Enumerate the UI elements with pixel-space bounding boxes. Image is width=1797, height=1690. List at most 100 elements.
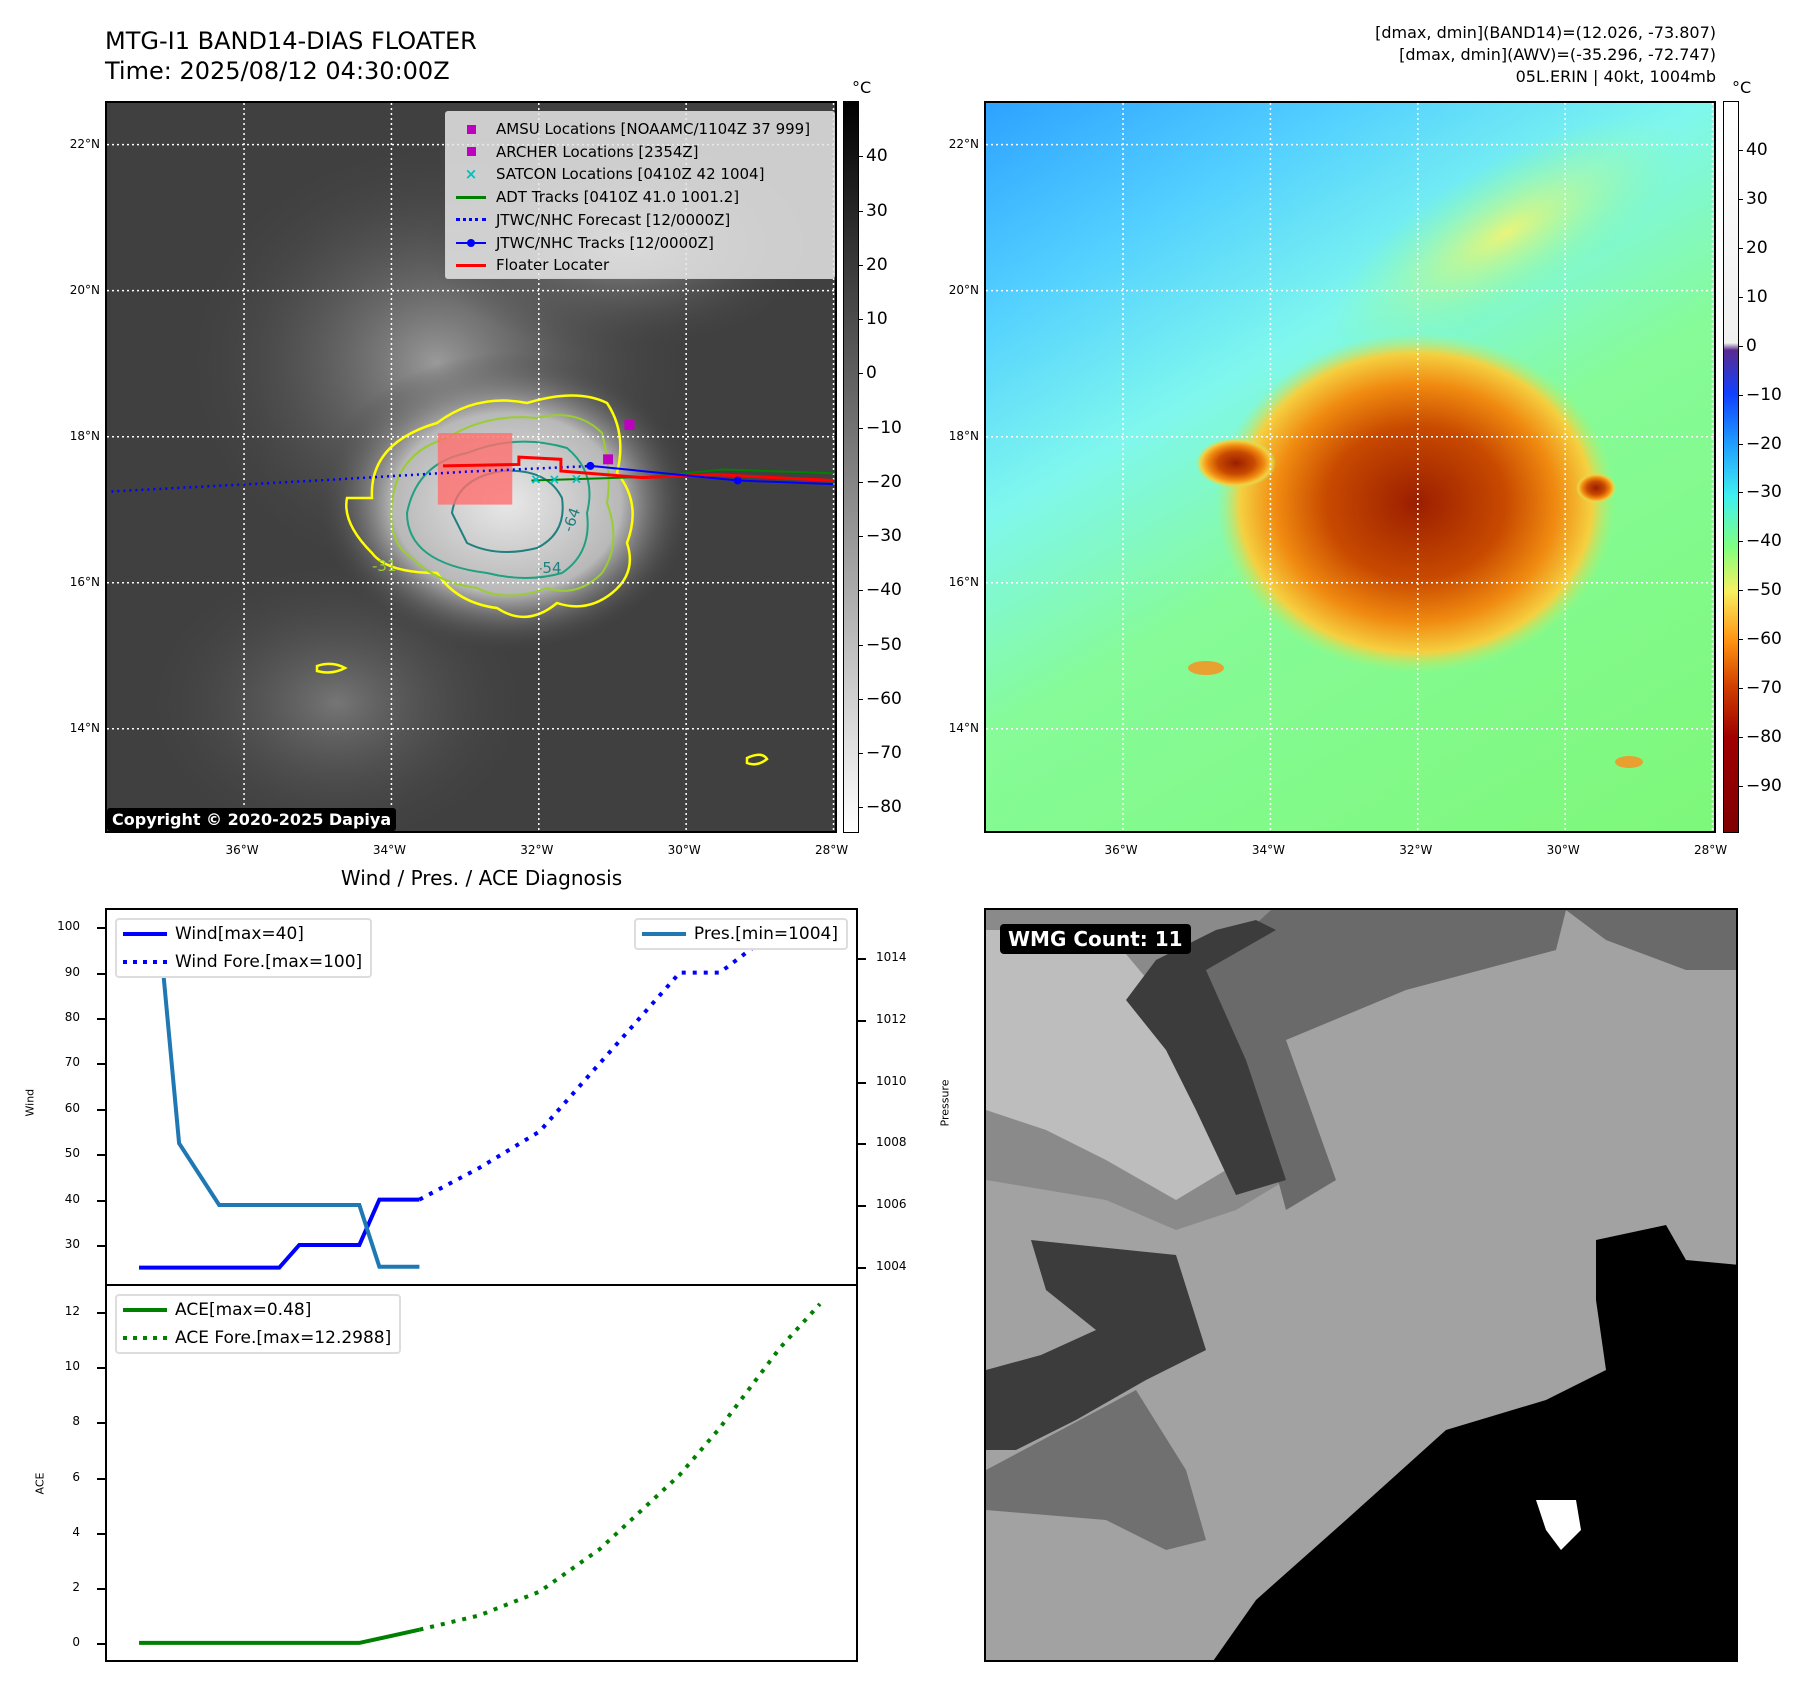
- legend-label: JTWC/NHC Forecast [12/0000Z]: [496, 210, 731, 229]
- colorbar-tick: [858, 644, 863, 646]
- colorbar-tick-label: 0: [866, 363, 877, 384]
- ir-color-map: [984, 101, 1716, 833]
- colorbar-tick-label: −60: [1746, 629, 1782, 649]
- colorbar-tick: [1738, 541, 1743, 543]
- lat-label: 14°N: [948, 720, 979, 735]
- contour-small-1: [315, 662, 348, 674]
- colorbar-tick-label: −90: [1746, 775, 1782, 796]
- wmg-count-badge: WMG Count: 11: [1000, 924, 1191, 954]
- lon-label: 28°W: [1693, 843, 1728, 857]
- y2-tick-label: 1014: [876, 950, 907, 965]
- y-tick-label: 2: [72, 1579, 80, 1594]
- y-tick: [97, 972, 105, 975]
- lat-label: 22°N: [69, 136, 100, 151]
- colorbar-tick-label: 10: [1746, 286, 1768, 307]
- adt-track: [531, 468, 834, 482]
- series-line-0: [139, 1627, 420, 1645]
- y-tick: [97, 1312, 105, 1315]
- colorbar-tick-label: −70: [1746, 677, 1782, 698]
- colorbar-tick: [858, 264, 863, 266]
- info-block: [dmax, dmin](BAND14)=(12.026, -73.807) […: [1375, 22, 1716, 88]
- colorbar-tick: [1738, 394, 1743, 396]
- colorbar-tick-label: −40: [1746, 531, 1782, 552]
- contour-small-2: [745, 753, 769, 766]
- legend-item: ADT Tracks [0410Z 41.0 1001.2]: [454, 186, 739, 208]
- wmg-imagery: [986, 910, 1736, 1660]
- y2-tick: [858, 1266, 866, 1269]
- satcon-marker: ×: [530, 472, 542, 488]
- series-line-1: [418, 1302, 822, 1632]
- ace-plot: [138, 1302, 822, 1645]
- colorbar-tick-label: −50: [866, 634, 902, 655]
- info-storm: 05L.ERIN | 40kt, 1004mb: [1515, 67, 1716, 86]
- y-tick-label: 8: [72, 1414, 80, 1429]
- y-tick: [97, 1532, 105, 1535]
- title-line-2: Time: 2025/08/12 04:30:00Z: [105, 57, 450, 85]
- colorbar-unit: °C: [1732, 78, 1752, 97]
- y2-tick-label: 1006: [876, 1197, 907, 1211]
- colorbar-tick: [1738, 443, 1743, 445]
- contour-label: -54: [537, 559, 562, 577]
- y2-tick-label: 1008: [876, 1135, 907, 1150]
- y2-tick: [858, 1143, 866, 1146]
- colorbar-tick: [858, 427, 863, 429]
- lon-label: 36°W: [225, 843, 259, 857]
- lon-label: 30°W: [1546, 843, 1580, 857]
- color-imagery: [986, 103, 1714, 831]
- y2-tick: [858, 1081, 866, 1084]
- y-tick: [97, 1367, 105, 1370]
- colorbar-tick-label: −40: [866, 580, 902, 601]
- colorbar-tick-label: 20: [866, 254, 888, 275]
- colorbar-tick-label: −20: [1746, 433, 1782, 454]
- wind-legend: Wind[max=40] Wind Fore.[max=100]: [115, 918, 373, 978]
- legend-label: ARCHER Locations [2354Z]: [496, 142, 699, 161]
- y-tick-label: 80: [64, 1010, 80, 1025]
- legend-item: × SATCON Locations [0410Z 42 1004]: [454, 163, 765, 185]
- colorbar-tick: [858, 373, 863, 375]
- location-marker: [624, 420, 635, 431]
- colorbar-tick-label: −30: [1746, 482, 1782, 503]
- y-tick-label: 30: [64, 1236, 80, 1251]
- legend-marker-icon: [454, 147, 488, 157]
- y-tick: [97, 1018, 105, 1021]
- y2-tick-label: 1012: [876, 1011, 907, 1026]
- colorbar-tick-label: −20: [866, 471, 902, 492]
- y-tick: [97, 1108, 105, 1111]
- colorbar-tick-label: −30: [866, 526, 902, 547]
- lat-label: 16°N: [69, 574, 100, 589]
- colorbar-tick: [858, 753, 863, 755]
- legend-label: Wind[max=40]: [175, 924, 304, 944]
- legend-label: ACE Fore.[max=12.2988]: [175, 1328, 392, 1348]
- legend-swatch-wind-forecast: [123, 960, 167, 964]
- colorbar-tick: [858, 536, 863, 538]
- satcon-marker: ×: [571, 471, 583, 487]
- legend-marker-icon: ×: [464, 165, 478, 184]
- map-legend: AMSU Locations [NOAAMC/1104Z 37 999] ARCH…: [445, 111, 835, 279]
- y2-tick-label: 1010: [876, 1073, 907, 1088]
- colorbar-tick-label: −70: [866, 743, 902, 764]
- colorbar-tick-label: 40: [866, 146, 888, 167]
- colorbar-tick: [858, 210, 863, 212]
- colorbar-tick: [858, 807, 863, 809]
- colorbar-tick: [1738, 736, 1743, 738]
- y-tick: [97, 1422, 105, 1425]
- legend-item: JTWC/NHC Forecast [12/0000Z]: [454, 209, 730, 231]
- jtwc-track-point: [586, 461, 595, 470]
- series-line-1: [418, 925, 820, 1202]
- y-tick-label: 60: [64, 1100, 80, 1115]
- copyright-badge: Copyright © 2020-2025 Dapiya: [107, 808, 397, 831]
- figure-title: MTG-I1 BAND14-DIAS FLOATER Time: 2025/08…: [105, 26, 477, 86]
- colorbar-tick: [1738, 345, 1743, 347]
- info-band14: [dmax, dmin](BAND14)=(12.026, -73.807): [1375, 23, 1716, 42]
- storm-tracks: × × ×: [111, 420, 834, 505]
- y-tick-label: 0: [72, 1634, 80, 1649]
- lat-label: 14°N: [69, 720, 100, 735]
- y-tick: [97, 1063, 105, 1066]
- y-tick-label: 4: [72, 1524, 80, 1539]
- y-tick-label: 50: [64, 1146, 80, 1161]
- y-tick: [97, 1199, 105, 1202]
- colorbar-tick-label: 30: [866, 200, 888, 221]
- colorbar-tick: [858, 590, 863, 592]
- lat-label: 16°N: [948, 574, 979, 589]
- colorbar-tick: [1738, 199, 1743, 201]
